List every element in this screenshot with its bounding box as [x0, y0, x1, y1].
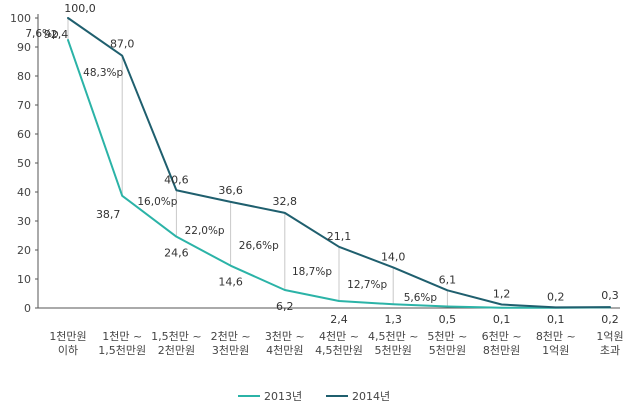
data-label: 0,2: [601, 313, 619, 326]
axes: [37, 14, 620, 309]
x-tick-label: 6천만 ~8천만원: [482, 329, 522, 357]
y-tick-label: 40: [17, 186, 31, 199]
x-tick-label-line: 1억원: [542, 344, 569, 357]
data-label: 87,0: [110, 38, 135, 51]
x-tick-label: 5천만 ~5천만원: [427, 329, 467, 357]
data-label: 1,3: [384, 313, 402, 326]
data-label: 24,6: [164, 247, 189, 260]
data-label: 38,7: [96, 208, 121, 221]
x-tick-label-line: 이하: [58, 343, 78, 357]
legend-label: 2014년: [352, 390, 390, 403]
data-label: 2,4: [330, 313, 348, 326]
data-labels-2014: 100,0 87,0 40,6 36,6 32,8 21,1 14,0 6,1 1,2 0,2 0,…: [64, 2, 619, 303]
data-label: 14,6: [218, 276, 243, 289]
data-label: 0,1: [547, 313, 565, 326]
data-label: 1,2: [493, 288, 511, 301]
y-tick-label: 50: [17, 157, 31, 170]
x-tick-label-line: 4,5천만원: [315, 343, 363, 357]
x-tick-label: 4,5천만 ~5천만원: [368, 329, 418, 357]
y-tick-label: 80: [17, 70, 31, 83]
difference-label: 16,0%p: [137, 196, 177, 208]
x-tick-label-line: 1억원: [596, 330, 623, 343]
x-tick-label-line: 3천만원: [212, 343, 249, 357]
data-label: 6,1: [439, 273, 457, 286]
data-label: 0,5: [439, 313, 457, 326]
x-tick-label: 2천만 ~3천만원: [211, 329, 251, 357]
series-2013: [67, 39, 611, 309]
x-tick-label: 1천만 ~1,5천만원: [98, 329, 146, 357]
x-tick-label-line: 5천만원: [375, 343, 412, 357]
y-tick-label: 0: [24, 302, 31, 315]
data-label: 92,4: [44, 28, 69, 41]
difference-label: 26,6%p: [239, 240, 279, 252]
x-tick-label-line: 5천만원: [429, 343, 466, 357]
x-tick-label-line: 2천만 ~: [211, 329, 251, 343]
data-label: 6,2: [276, 300, 294, 313]
x-tick-label: 4천만 ~4,5천만원: [315, 329, 363, 357]
legend: 2013년 2014년: [238, 390, 390, 403]
series-2014: [67, 17, 611, 309]
difference-label: 18,7%p: [292, 266, 332, 278]
y-tick-label: 20: [17, 244, 31, 257]
legend-label: 2013년: [264, 390, 302, 403]
difference-label: 12,7%p: [347, 279, 387, 291]
data-label: 32,8: [273, 195, 298, 208]
x-tick-label: 1,5천만 ~2천만원: [151, 329, 201, 357]
y-tick-label: 70: [17, 99, 31, 112]
x-tick-label-line: 8천만 ~: [536, 329, 576, 343]
difference-connectors: [67, 18, 448, 307]
data-label: 40,6: [164, 173, 189, 186]
x-tick-label-line: 1,5천만원: [98, 343, 146, 357]
series-line: [67, 39, 611, 309]
x-tick-label: 8천만 ~1억원: [536, 329, 576, 357]
difference-label: 48,3%p: [83, 67, 123, 79]
difference-label: 5,6%p: [404, 292, 438, 304]
data-label: 36,6: [218, 184, 243, 197]
y-tick-label: 100: [10, 12, 31, 25]
x-tick-label: 1천만원 이하: [49, 329, 86, 357]
x-tick-label-line: 초과: [600, 344, 620, 357]
x-tick-label-line: 4천만 ~: [319, 329, 359, 343]
data-label: 14,0: [381, 250, 406, 263]
y-tick-labels: 0 10 20 30 40 50 60 70 80 90 100: [10, 12, 38, 315]
y-tick-label: 30: [17, 215, 31, 228]
y-tick-label: 10: [17, 273, 31, 286]
x-tick-label: 1억원 초과: [596, 330, 623, 357]
x-tick-label-line: 2천만원: [158, 343, 195, 357]
x-tick-label-line: 6천만 ~: [482, 329, 522, 343]
x-tick-label-line: 1천만원: [49, 329, 86, 343]
x-tick-label: 3천만 ~4천만원: [265, 329, 305, 357]
data-label: 0,2: [547, 290, 565, 303]
data-label: 0,1: [493, 313, 511, 326]
y-tick-label: 90: [17, 41, 31, 54]
x-tick-label-line: 5천만 ~: [427, 329, 467, 343]
data-labels-2013: 92,4 38,7 24,6 14,6 6,2 2,4 1,3 0,5 0,1 0,1 0,2: [44, 28, 619, 326]
series-line: [67, 17, 611, 309]
difference-labels: 7,6%p 48,3%p 16,0%p 22,0%p 26,6%p 18,7%p 12,7%…: [25, 28, 437, 304]
x-tick-label-line: 4,5천만 ~: [368, 329, 418, 343]
difference-label: 7,6%p: [25, 28, 59, 40]
x-tick-label-line: 1,5천만 ~: [151, 329, 201, 343]
difference-label: 22,0%p: [185, 225, 225, 237]
y-tick-label: 60: [17, 128, 31, 141]
x-tick-label-line: 4천만원: [266, 343, 303, 357]
x-tick-label-line: 1천만 ~: [102, 329, 142, 343]
data-label: 21,1: [327, 230, 352, 243]
data-label: 0,3: [601, 289, 619, 302]
x-tick-label-line: 3천만 ~: [265, 329, 305, 343]
data-label: 100,0: [64, 2, 96, 15]
x-tick-label-line: 8천만원: [483, 343, 520, 357]
